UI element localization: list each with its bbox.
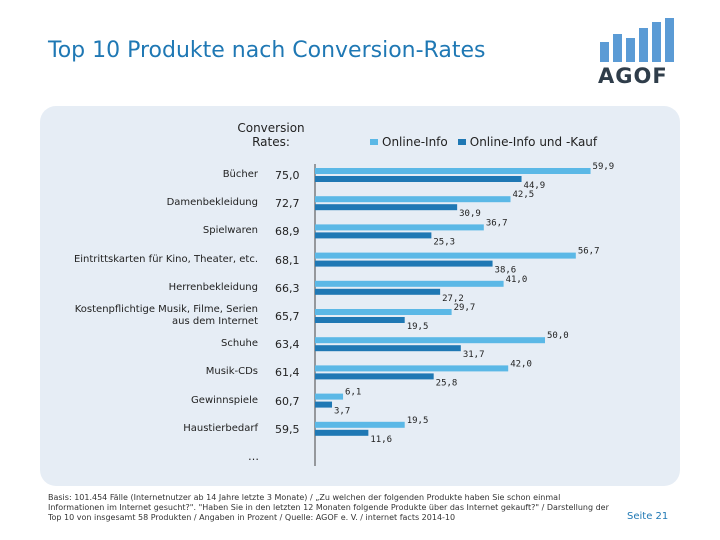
bar-online-info-kauf [315,288,441,295]
bar-online-info [315,196,511,203]
data-label-online-info-kauf: 38,6 [495,266,517,276]
page-number: Seite 21 [627,511,669,522]
conversion-rate-value: 60,7 [275,394,300,408]
data-label-online-info: 19,5 [407,416,429,426]
agof-logo: AGOF [598,18,676,88]
data-label-online-info-kauf: 27,2 [442,294,464,304]
category-label: Damenbekleidung [166,197,258,209]
bar-online-info [315,421,405,428]
category-label: Spielwaren [202,225,258,237]
data-label-online-info-kauf: 19,5 [407,322,429,332]
legend-swatch-online-info-kauf [457,139,466,145]
category-label: Herrenbekleidung [168,281,258,293]
data-label-online-info: 36,7 [486,218,508,228]
conversion-rate-value: 68,9 [275,225,300,239]
bar-online-info-kauf [315,345,461,352]
bar-online-info-kauf [315,204,458,211]
data-label-online-info-kauf: 25,3 [433,237,455,247]
data-label-online-info-kauf: 25,8 [436,378,458,388]
category-label: Bücher [222,169,258,180]
page-title: Top 10 Produkte nach Conversion-Rates [48,38,486,63]
conversion-rates-header: Conversion Rates: [237,121,305,149]
data-label-online-info: 42,5 [513,190,535,200]
bar-online-info-kauf [315,232,432,239]
conversion-rate-value: 65,7 [275,310,300,323]
conversion-rate-value: 72,7 [275,197,300,211]
bar-online-info [315,393,344,400]
data-label-online-info: 6,1 [345,388,361,398]
category-label: Haustierbedarf [183,422,258,434]
data-label-online-info: 29,7 [454,303,476,313]
bar-online-info-kauf [315,317,405,323]
conversion-rate-value: 75,0 [275,169,300,182]
data-label-online-info: 59,9 [593,162,615,172]
data-label-online-info: 41,0 [506,275,528,285]
bar-online-info [315,280,504,287]
category-label: Schuhe [220,338,258,350]
bar-online-info-kauf [315,176,522,182]
data-label-online-info: 42,0 [510,359,532,369]
bar-online-info-kauf [315,401,333,408]
bar-online-info [315,168,591,174]
legend-item-online-info: Online-Info [370,135,448,149]
data-label-online-info-kauf: 3,7 [334,407,350,417]
bar-online-info [315,309,452,315]
data-label-online-info-kauf: 30,9 [459,209,481,219]
bar-online-info-kauf [315,260,493,267]
more-indicator: … [248,450,259,463]
data-label-online-info: 50,0 [547,331,569,341]
category-label: Musik-CDs [205,366,258,378]
conversion-rate-value: 66,3 [275,281,300,295]
data-label-online-info-kauf: 44,9 [524,181,546,191]
data-label-online-info: 56,7 [578,247,600,257]
logo-text: AGOF [598,64,668,88]
legend-item-online-info-kauf: Online-Info und -Kauf [457,135,598,149]
logo-bars-icon [600,18,674,62]
legend-swatch-online-info [370,139,378,145]
conversion-rate-value: 61,4 [275,366,300,380]
conversion-rate-value: 63,4 [275,338,300,352]
conversion-rate-value: 68,1 [275,253,300,267]
category-label: Gewinnspiele [191,394,258,406]
conversion-rate-value: 59,5 [275,422,300,436]
category-label: Kostenpflichtige Musik, Filme, Serien au… [74,304,258,327]
bar-online-info [315,224,484,231]
bar-online-info-kauf [315,429,369,436]
bar-online-info [315,365,509,372]
legend-label-online-info: Online-Info [382,135,448,149]
bar-online-info [315,337,545,344]
chart-legend: Online-Info Online-Info und -Kauf [370,135,597,149]
footnote: Basis: 101.454 Fälle (Internetnutzer ab … [48,493,609,522]
bar-online-info-kauf [315,373,434,380]
data-label-online-info-kauf: 31,7 [463,350,485,360]
bar-online-info [315,252,576,259]
legend-label-online-info-kauf: Online-Info und -Kauf [469,135,598,149]
category-label: Eintrittskarten für Kino, Theater, etc. [73,253,258,265]
data-label-online-info-kauf: 11,6 [370,435,392,445]
